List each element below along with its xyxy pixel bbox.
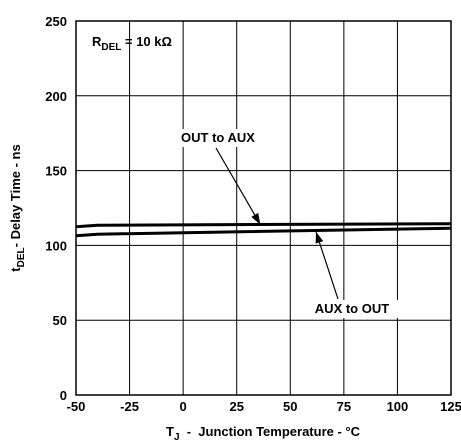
annotation-label-bg	[306, 300, 398, 318]
x-tick-label: 25	[229, 399, 243, 414]
y-tick-label: 200	[45, 89, 67, 104]
annotations-group: OUT to AUX AUX to OUT	[172, 129, 398, 318]
condition-label-subscript: DEL	[101, 42, 121, 53]
x-tick-label: -50	[67, 399, 86, 414]
x-tick-label: 50	[283, 399, 297, 414]
x-tick-label: 125	[440, 399, 461, 414]
annotation-label-bg	[172, 129, 264, 147]
y-axis-label: tDEL- Delay Time - ns	[8, 144, 27, 271]
x-axis-label: TJ - Junction Temperature - °C	[166, 424, 361, 443]
y-axis-label-subscript: DEL	[16, 247, 27, 267]
series-line-out-to-aux	[75, 222, 452, 229]
x-axis-label-subscript: J	[174, 432, 180, 443]
y-tick-labels: 0 50 100 150 200 250	[45, 14, 67, 403]
y-tick-label: 50	[53, 313, 67, 328]
condition-label: RDEL = 10 kΩ	[92, 34, 172, 53]
plot-frame	[75, 20, 452, 396]
annotation-label: OUT to AUX	[181, 130, 255, 145]
x-tick-label: 75	[337, 399, 351, 414]
series-group	[75, 222, 452, 238]
annotation-arrow	[315, 231, 339, 300]
x-tick-label: 0	[180, 399, 187, 414]
x-tick-label: -25	[120, 399, 139, 414]
annotation-arrowhead	[315, 231, 324, 244]
y-tick-label: 100	[45, 238, 67, 253]
annotation-arrow	[215, 147, 261, 225]
y-tick-label: 150	[45, 164, 67, 179]
y-tick-label: 250	[45, 14, 67, 29]
series-line-aux-to-out	[75, 226, 452, 238]
y-tick-label: 0	[60, 388, 67, 403]
annotation-arrowhead	[251, 212, 261, 225]
annotation-label: AUX to OUT	[315, 301, 389, 316]
x-tick-labels: -50 -25 0 25 50 75 100 125	[67, 399, 461, 414]
x-tick-label: 100	[387, 399, 409, 414]
grid-lines	[75, 20, 452, 396]
